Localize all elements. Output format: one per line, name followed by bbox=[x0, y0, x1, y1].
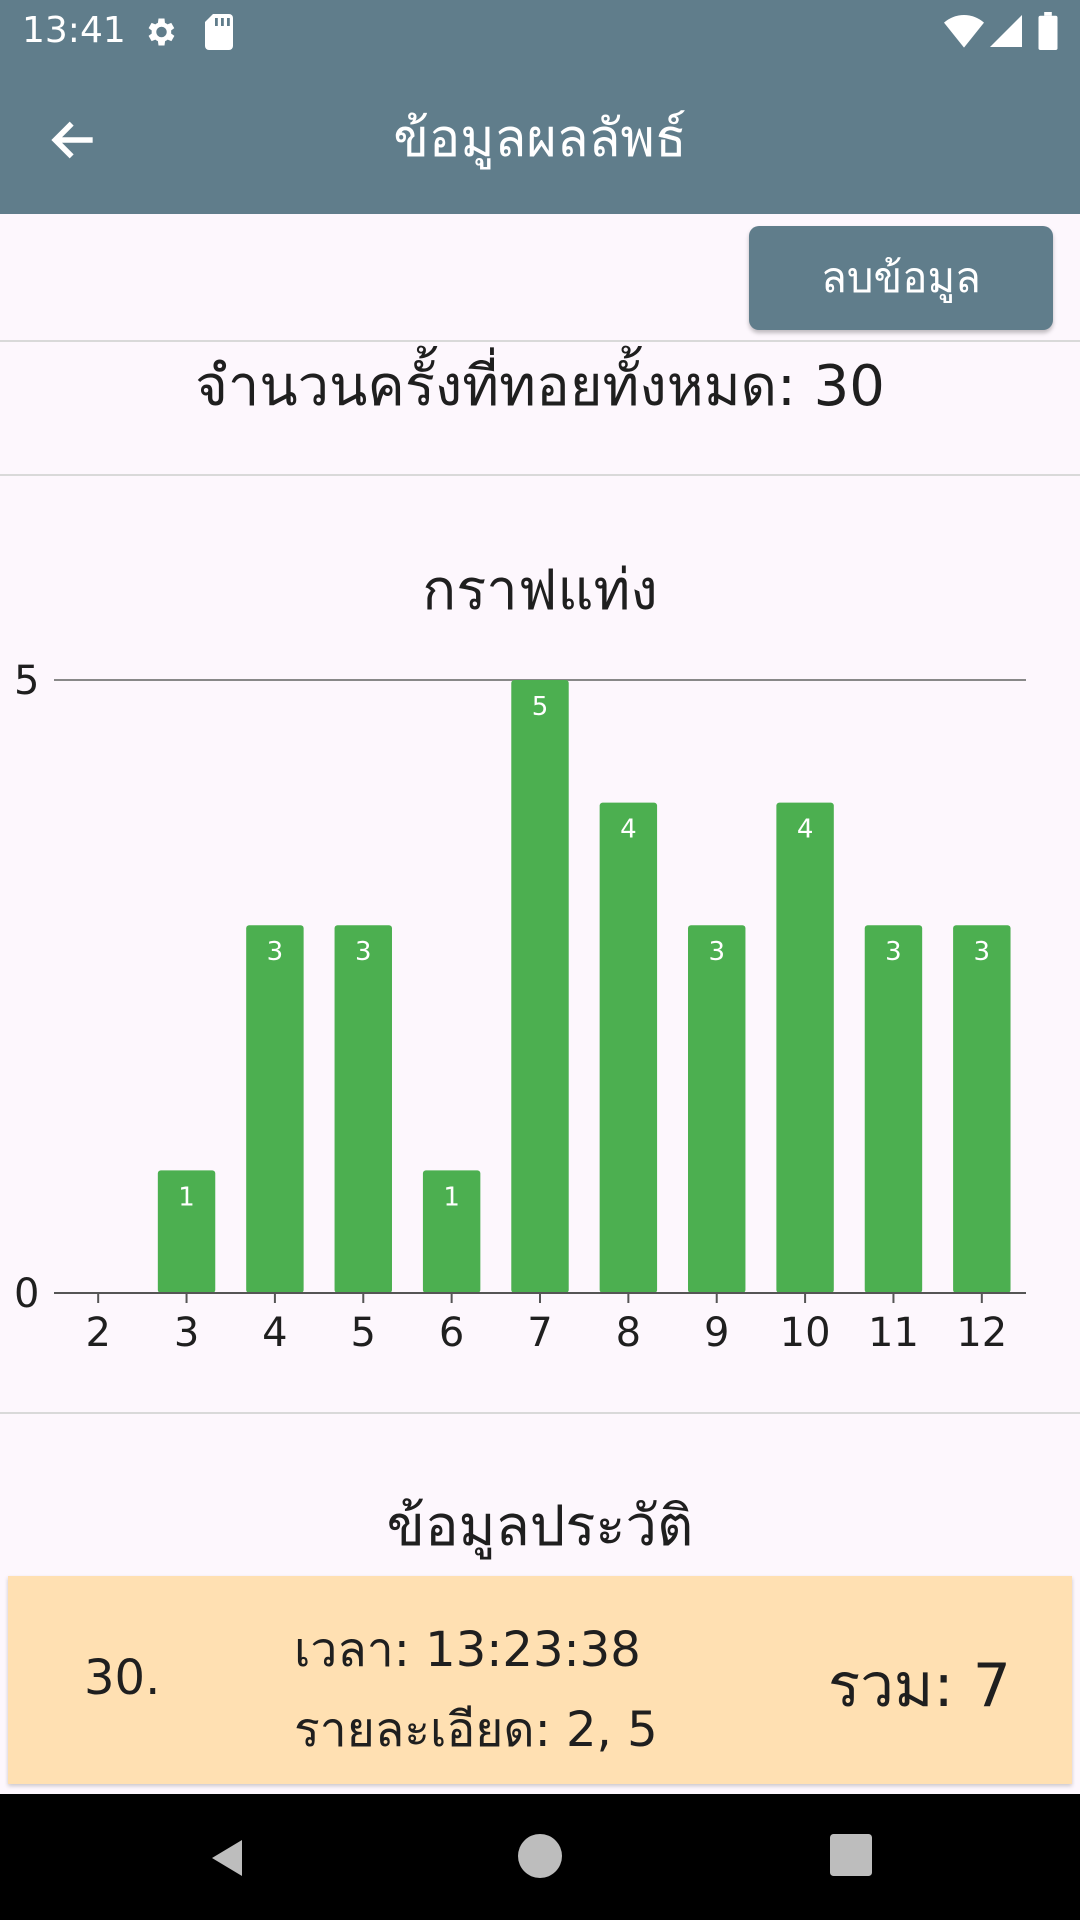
chart-bar bbox=[688, 925, 746, 1293]
history-item-time: เวลา: 13:23:38 bbox=[294, 1622, 641, 1678]
x-tick-label: 11 bbox=[868, 1310, 919, 1356]
sd-card-icon bbox=[205, 14, 233, 50]
history-title: ข้อมูลประวัติ bbox=[386, 1494, 694, 1559]
history-item: 30. เวลา: 13:23:38 รายละเอียด: 2, 5 รวม:… bbox=[8, 1576, 1072, 1784]
x-tick-label: 4 bbox=[262, 1310, 287, 1356]
gear-icon bbox=[148, 18, 175, 46]
nav-home-icon[interactable] bbox=[518, 1834, 562, 1878]
nav-back-icon[interactable] bbox=[204, 1834, 252, 1882]
y-tick-label: 5 bbox=[14, 658, 39, 704]
chart-bar bbox=[599, 802, 658, 1293]
history-item-detail: รายละเอียด: 2, 5 bbox=[294, 1702, 658, 1758]
x-tick-label: 3 bbox=[174, 1310, 199, 1356]
bar-value-label: 3 bbox=[708, 937, 725, 967]
signal-icon bbox=[990, 15, 1022, 47]
x-tick-label: 9 bbox=[704, 1310, 729, 1356]
y-tick-label: 0 bbox=[14, 1271, 39, 1317]
bar-value-label: 1 bbox=[178, 1182, 195, 1212]
chart-bar bbox=[246, 925, 304, 1293]
delete-data-button[interactable]: ลบข้อมูล bbox=[749, 226, 1053, 330]
chart-bar bbox=[511, 680, 569, 1293]
battery-icon bbox=[1038, 12, 1058, 50]
app-bar: ข้อมูลผลลัพธ์ bbox=[0, 64, 1080, 214]
history-item-index: 30. bbox=[84, 1650, 161, 1706]
chart-bar bbox=[334, 925, 392, 1293]
x-tick-label: 6 bbox=[439, 1310, 464, 1356]
bar-value-label: 1 bbox=[443, 1182, 460, 1212]
bar-value-label: 3 bbox=[267, 937, 284, 967]
page-title: ข้อมูลผลลัพธ์ bbox=[393, 109, 687, 169]
bar-value-label: 3 bbox=[974, 937, 991, 967]
x-tick-label: 5 bbox=[351, 1310, 376, 1356]
chart-bar bbox=[864, 925, 923, 1293]
x-tick-label: 2 bbox=[85, 1310, 110, 1356]
history-item-sum: รวม: 7 bbox=[828, 1651, 1011, 1721]
bar-value-label: 4 bbox=[797, 815, 814, 845]
bar-value-label: 4 bbox=[620, 815, 637, 845]
wifi-icon bbox=[944, 15, 984, 48]
divider bbox=[0, 474, 1080, 476]
status-time: 13:41 bbox=[22, 10, 126, 51]
bar-value-label: 5 bbox=[532, 692, 549, 722]
status-bar: 13:41 bbox=[0, 0, 1080, 64]
chart-title: กราฟแท่ง bbox=[422, 558, 658, 623]
bar-value-label: 3 bbox=[885, 937, 902, 967]
chart-bar bbox=[953, 925, 1011, 1293]
chart-bar bbox=[157, 1170, 216, 1293]
divider bbox=[0, 1412, 1080, 1414]
nav-recents-icon[interactable] bbox=[830, 1834, 872, 1876]
bar-chart: 0 5 2 1 3 3 4 3 5 1 6 5 7 4 8 3 9 4 10 3 11 3 12 bbox=[14, 658, 1026, 1356]
x-tick-label: 8 bbox=[616, 1310, 641, 1356]
x-tick-label: 10 bbox=[780, 1310, 831, 1356]
chart-bar bbox=[422, 1170, 481, 1293]
arrow-left-icon[interactable] bbox=[46, 112, 102, 168]
bar-value-label: 3 bbox=[355, 937, 372, 967]
x-tick-label: 12 bbox=[956, 1310, 1007, 1356]
navigation-bar bbox=[0, 1794, 1080, 1920]
total-rolls-label: จำนวนครั้งที่ทอยทั้งหมด: 30 bbox=[195, 354, 885, 419]
divider bbox=[0, 340, 1080, 342]
x-tick-label: 7 bbox=[527, 1310, 552, 1356]
chart-bar bbox=[776, 802, 834, 1293]
